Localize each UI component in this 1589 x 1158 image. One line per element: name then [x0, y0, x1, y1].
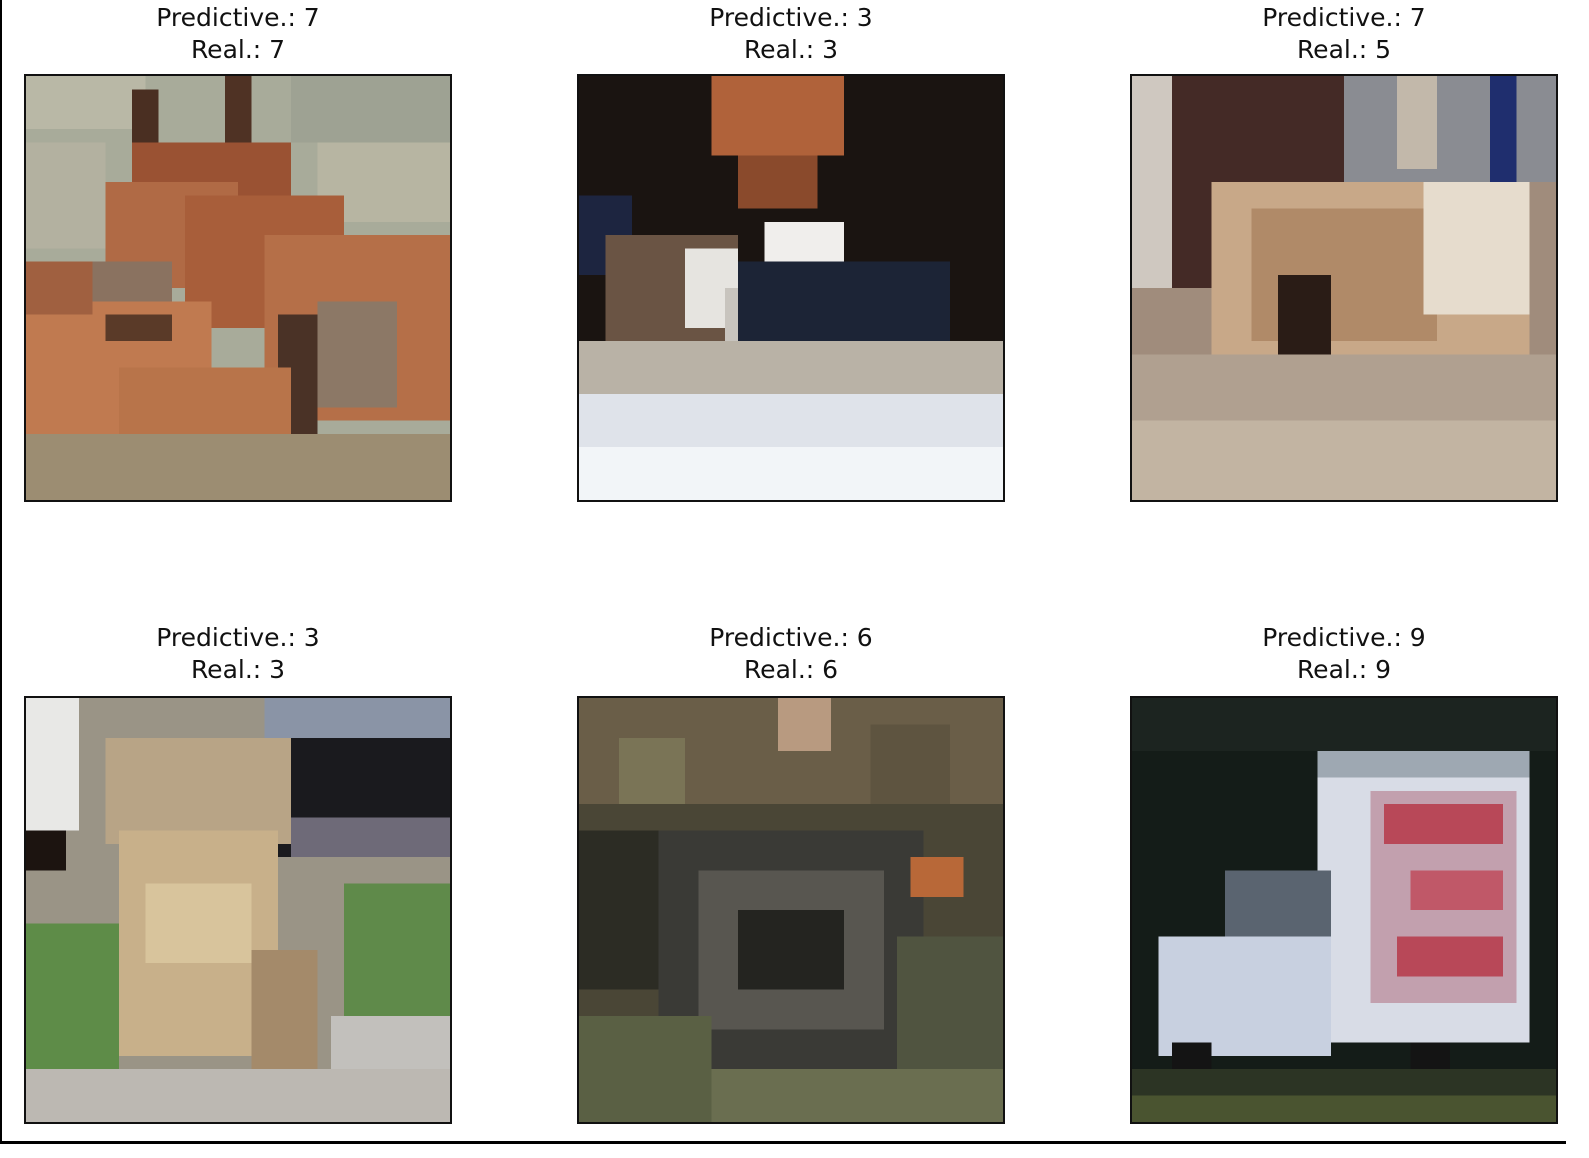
image-dog — [1130, 74, 1558, 502]
pred-label: Predictive.: 9 — [1262, 623, 1426, 652]
figure-frame-bottom — [0, 1141, 1566, 1144]
image-truck — [1130, 696, 1558, 1124]
image-horse — [24, 74, 452, 502]
pred-label: Predictive.: 7 — [156, 3, 320, 32]
image-frog — [577, 696, 1005, 1124]
real-label: Real.: 3 — [190, 655, 286, 684]
image-cat — [577, 74, 1005, 502]
pred-label: Predictive.: 3 — [709, 3, 873, 32]
real-label: Real.: 9 — [1296, 655, 1392, 684]
pred-label: Predictive.: 6 — [709, 623, 873, 652]
real-label: Real.: 7 — [190, 35, 286, 64]
figure-frame-left — [0, 0, 2, 1143]
pred-label: Predictive.: 7 — [1262, 3, 1426, 32]
pred-label: Predictive.: 3 — [156, 623, 320, 652]
real-label: Real.: 5 — [1296, 35, 1392, 64]
image-cat — [24, 696, 452, 1124]
real-label: Real.: 3 — [743, 35, 839, 64]
real-label: Real.: 6 — [743, 655, 839, 684]
